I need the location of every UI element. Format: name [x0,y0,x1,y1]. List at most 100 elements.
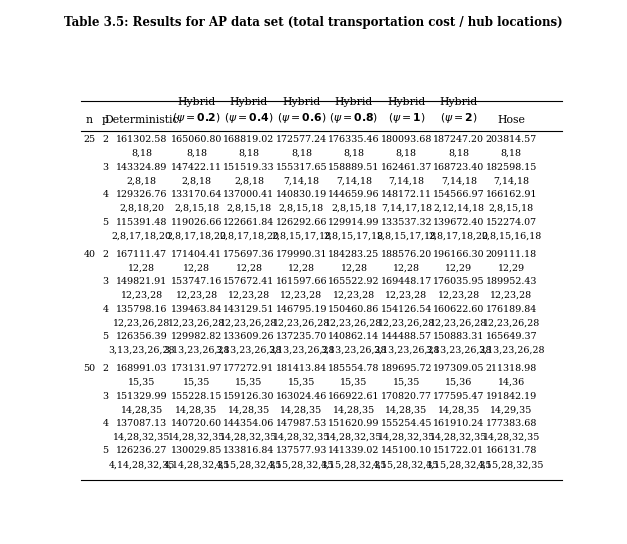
Text: 4,15,28,32,35: 4,15,28,32,35 [216,460,282,469]
Text: 25: 25 [83,135,95,145]
Text: 170820.77: 170820.77 [381,392,432,401]
Text: 8,18: 8,18 [396,149,417,158]
Text: $(\psi = \mathbf{0.6})$: $(\psi = \mathbf{0.6})$ [277,111,326,125]
Text: 5: 5 [103,218,108,226]
Text: $(\psi = \mathbf{0.4})$: $(\psi = \mathbf{0.4})$ [224,111,273,125]
Text: 126356.39: 126356.39 [115,332,167,341]
Text: 4,15,28,32,35: 4,15,28,32,35 [373,460,440,469]
Text: 150460.86: 150460.86 [328,305,379,314]
Text: 145100.10: 145100.10 [381,447,432,455]
Text: 3,13,23,26,28: 3,13,23,26,28 [478,345,545,355]
Text: 8,18: 8,18 [131,149,152,158]
Text: 12,28: 12,28 [393,264,420,273]
Text: 126292.66: 126292.66 [276,218,327,226]
Text: 4,14,28,32,35: 4,14,28,32,35 [108,460,175,469]
Text: 154566.97: 154566.97 [433,190,485,199]
Text: 14,28,32,35: 14,28,32,35 [220,433,278,442]
Text: 2,8,15,18: 2,8,15,18 [279,204,324,213]
Text: 185554.78: 185554.78 [328,364,379,373]
Text: 158889.51: 158889.51 [328,163,379,172]
Text: 2: 2 [103,250,108,259]
Text: 166922.61: 166922.61 [328,392,379,401]
Text: 2,8,17,18,20: 2,8,17,18,20 [166,231,226,240]
Text: 159126.30: 159126.30 [223,392,275,401]
Text: Hybrid: Hybrid [440,97,478,107]
Text: 133816.84: 133816.84 [223,447,275,455]
Text: 143129.51: 143129.51 [223,305,275,314]
Text: 15,36: 15,36 [445,378,473,387]
Text: 137000.41: 137000.41 [223,190,275,199]
Text: 133537.32: 133537.32 [381,218,432,226]
Text: 12,23,26,28: 12,23,26,28 [430,318,487,327]
Text: 187247.20: 187247.20 [433,135,484,145]
Text: 12,23,26,28: 12,23,26,28 [325,318,382,327]
Text: 12,23,26,28: 12,23,26,28 [273,318,330,327]
Text: 151620.99: 151620.99 [328,419,379,428]
Text: 12,23,26,28: 12,23,26,28 [220,318,278,327]
Text: Hybrid: Hybrid [335,97,373,107]
Text: 129914.99: 129914.99 [328,218,379,226]
Text: 137087.13: 137087.13 [116,419,167,428]
Text: 12,28: 12,28 [288,264,315,273]
Text: 130029.85: 130029.85 [171,447,222,455]
Text: 12,23,28: 12,23,28 [280,291,322,300]
Text: 12,23,26,28: 12,23,26,28 [483,318,540,327]
Text: 3,13,23,26,28: 3,13,23,26,28 [426,345,492,355]
Text: 173131.97: 173131.97 [171,364,222,373]
Text: 184283.25: 184283.25 [329,250,379,259]
Text: 2: 2 [103,364,108,373]
Text: 176335.46: 176335.46 [328,135,380,145]
Text: 115391.48: 115391.48 [116,218,167,226]
Text: 14,28,35: 14,28,35 [333,405,375,415]
Text: 163024.46: 163024.46 [276,392,327,401]
Text: 161597.66: 161597.66 [276,277,327,286]
Text: 137235.70: 137235.70 [276,332,327,341]
Text: 8,18: 8,18 [344,149,364,158]
Text: 168991.03: 168991.03 [116,364,167,373]
Text: 12,29: 12,29 [498,264,525,273]
Text: 12,28: 12,28 [183,264,210,273]
Text: 12,28: 12,28 [128,264,155,273]
Text: 8,18: 8,18 [238,149,260,158]
Text: 15,35: 15,35 [288,378,315,387]
Text: $(\psi = \mathbf{0.2})$: $(\psi = \mathbf{0.2})$ [172,111,221,125]
Text: 2,8,17,18,20: 2,8,17,18,20 [112,231,172,240]
Text: 148172.11: 148172.11 [381,190,432,199]
Text: 2,8,18: 2,8,18 [181,176,211,186]
Text: 129982.82: 129982.82 [171,332,222,341]
Text: 153747.16: 153747.16 [171,277,222,286]
Text: 143324.89: 143324.89 [116,163,167,172]
Text: 139463.84: 139463.84 [171,305,222,314]
Text: 4,15,28,32,35: 4,15,28,32,35 [320,460,387,469]
Text: 4,15,28,32,35: 4,15,28,32,35 [426,460,492,469]
Text: 147422.11: 147422.11 [171,163,222,172]
Text: 126236.27: 126236.27 [116,447,167,455]
Text: 12,23,28: 12,23,28 [333,291,375,300]
Text: 4,14,28,32,35: 4,14,28,32,35 [163,460,229,469]
Text: 211318.98: 211318.98 [486,364,537,373]
Text: 4: 4 [103,190,108,199]
Text: 14,28,32,35: 14,28,32,35 [377,433,435,442]
Text: 166162.91: 166162.91 [485,190,537,199]
Text: 8,18: 8,18 [448,149,470,158]
Text: p: p [102,115,109,125]
Text: 2,8,18: 2,8,18 [234,176,264,186]
Text: 3,13,23,26,28: 3,13,23,26,28 [216,345,282,355]
Text: 177383.68: 177383.68 [486,419,537,428]
Text: 152274.07: 152274.07 [486,218,537,226]
Text: 12,23,28: 12,23,28 [490,291,532,300]
Text: 155317.65: 155317.65 [276,163,327,172]
Text: 2,8,17,18,20: 2,8,17,18,20 [219,231,279,240]
Text: 2,8,15,18: 2,8,15,18 [489,204,534,213]
Text: Hose: Hose [497,115,525,125]
Text: Hybrid: Hybrid [282,97,320,107]
Text: 191842.19: 191842.19 [486,392,537,401]
Text: 140830.19: 140830.19 [276,190,327,199]
Text: 165522.92: 165522.92 [328,277,379,286]
Text: 137577.93: 137577.93 [276,447,327,455]
Text: 7,14,18: 7,14,18 [283,176,319,186]
Text: 129326.76: 129326.76 [116,190,167,199]
Text: 7,14,18: 7,14,18 [493,176,529,186]
Text: 146795.19: 146795.19 [276,305,327,314]
Text: 50: 50 [83,364,95,373]
